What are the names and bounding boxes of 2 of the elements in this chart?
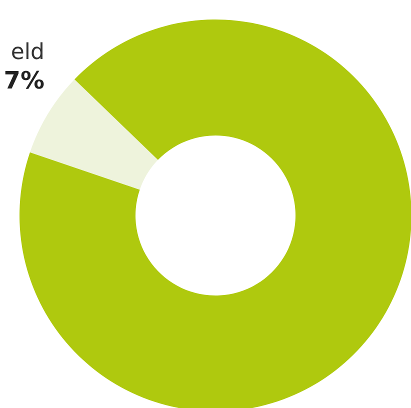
- data-label: 7%: [4, 66, 45, 94]
- slice-label: eld: [10, 40, 45, 65]
